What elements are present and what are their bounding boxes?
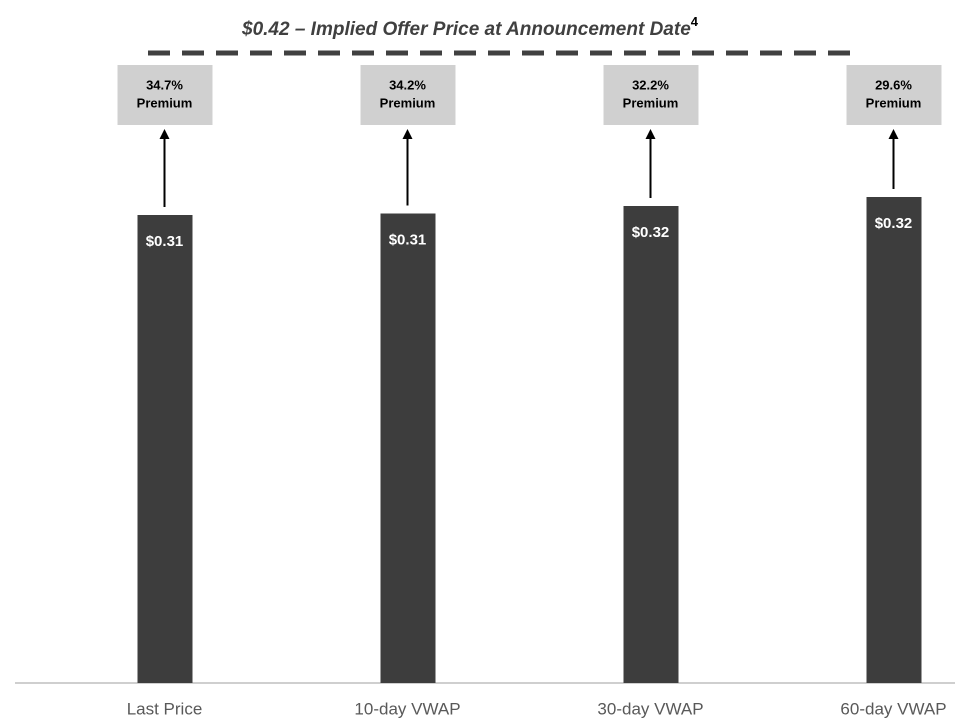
premium-label: 34.7% (146, 77, 183, 92)
premium-text: Premium (623, 95, 679, 110)
premium-label: 29.6% (875, 77, 912, 92)
bar (866, 197, 922, 683)
chart-title: $0.42 – Implied Offer Price at Announcem… (241, 14, 699, 40)
x-tick-label: 30-day VWAP (597, 699, 703, 718)
premium-box (846, 65, 942, 125)
premium-text: Premium (137, 95, 193, 110)
premium-box (117, 65, 213, 125)
value-label: $0.32 (875, 215, 913, 232)
bar (137, 215, 193, 683)
value-label: $0.32 (632, 224, 670, 241)
x-tick-label: 10-day VWAP (354, 699, 460, 718)
bar (623, 206, 679, 683)
value-label: $0.31 (146, 233, 184, 250)
value-label: $0.31 (389, 231, 427, 248)
premium-label: 32.2% (632, 77, 669, 92)
footnote: 4 (691, 14, 699, 29)
premium-text: Premium (866, 95, 922, 110)
premium-label: 34.2% (389, 77, 426, 92)
bar (380, 213, 436, 683)
x-tick-label: 60-day VWAP (840, 699, 946, 718)
premium-box (360, 65, 456, 125)
x-tick-label: Last Price (127, 699, 203, 718)
title-text: $0.42 – Implied Offer Price at Announcem… (241, 19, 691, 40)
premium-box (603, 65, 699, 125)
premium-text: Premium (380, 95, 436, 110)
